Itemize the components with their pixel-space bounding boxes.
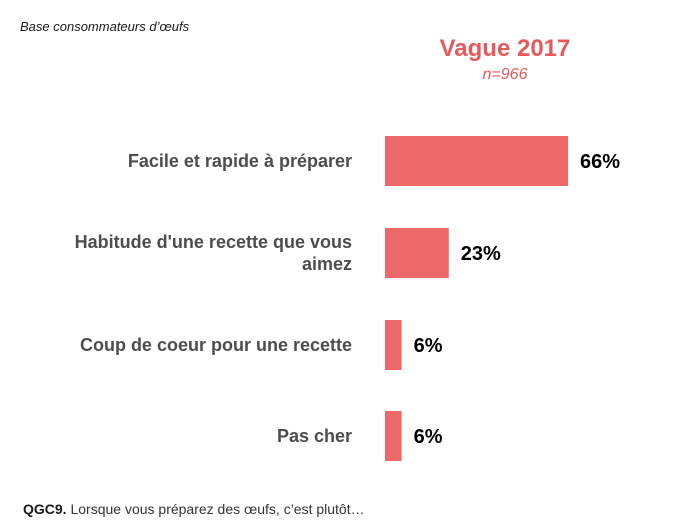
chart-title: Vague 2017: [439, 35, 571, 62]
bar-1: [385, 136, 568, 186]
question-text: Lorsque vous préparez des œufs, c’est pl…: [66, 501, 365, 517]
value-label-2: 23%: [461, 243, 501, 265]
bar-3: [385, 320, 402, 370]
category-label-2: Habitude d'une recette que vous aimez: [75, 232, 352, 274]
category-label-4: Pas cher: [277, 426, 352, 446]
question-footnote: QGC9. Lorsque vous préparez des œufs, c’…: [23, 501, 365, 517]
category-label-1: Facile et rapide à préparer: [128, 151, 352, 171]
bar-4: [385, 411, 402, 461]
value-label-1: 66%: [580, 151, 620, 173]
category-label-3: Coup de coeur pour une recette: [80, 335, 352, 355]
value-label-4: 6%: [414, 426, 443, 448]
sample-size: n=966: [482, 66, 528, 83]
base-note: Base consommateurs d’œufs: [20, 19, 190, 34]
question-code: QGC9.: [23, 501, 67, 517]
value-label-3: 6%: [414, 335, 443, 357]
bar-2: [385, 228, 449, 278]
